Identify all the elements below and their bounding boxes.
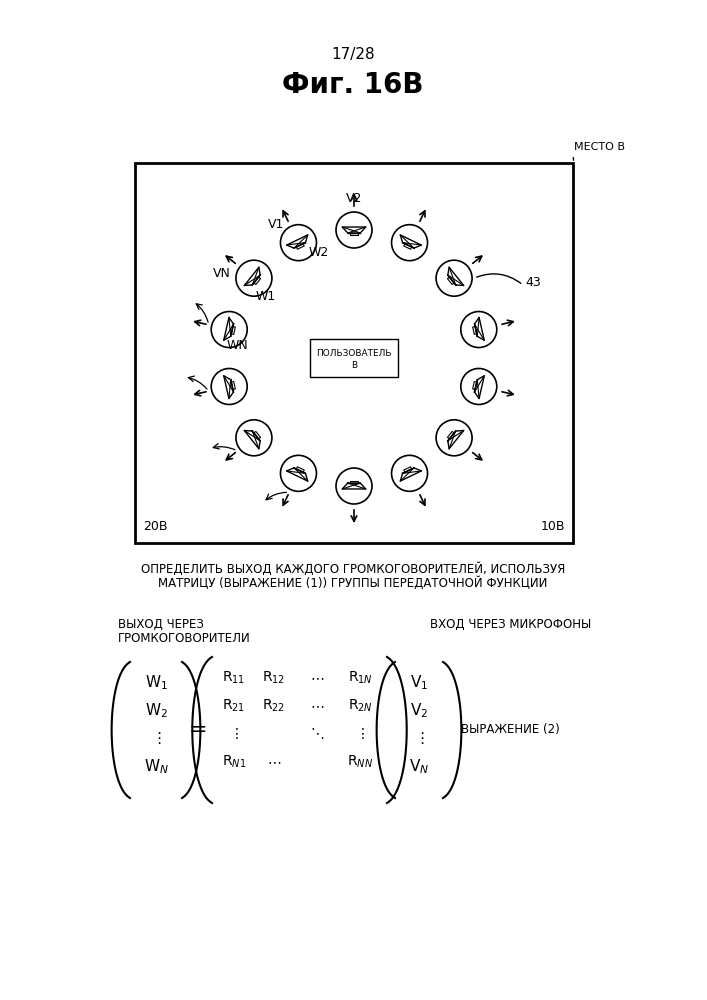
Text: $\cdots$: $\cdots$ (310, 698, 324, 712)
Text: R$_{N1}$: R$_{N1}$ (222, 753, 246, 770)
Text: W$_N$: W$_N$ (144, 757, 168, 776)
Bar (135, 163, 573, 543)
Text: $\ddots$: $\ddots$ (310, 726, 324, 741)
Text: =: = (189, 720, 207, 740)
Text: 10B: 10B (540, 520, 565, 533)
Text: ГРОМКОГОВОРИТЕЛИ: ГРОМКОГОВОРИТЕЛИ (118, 632, 251, 645)
Text: ВЫХОД ЧЕРЕЗ: ВЫХОД ЧЕРЕЗ (118, 618, 204, 631)
Text: W1: W1 (256, 290, 276, 303)
Text: B: B (351, 361, 357, 370)
Text: V$_1$: V$_1$ (410, 673, 428, 692)
Text: ВЫРАЖЕНИЕ (2): ВЫРАЖЕНИЕ (2) (461, 724, 560, 736)
Text: ВХОД ЧЕРЕЗ МИКРОФОНЫ: ВХОД ЧЕРЕЗ МИКРОФОНЫ (430, 618, 591, 631)
Text: WN: WN (226, 339, 248, 352)
Text: R$_{12}$: R$_{12}$ (262, 669, 286, 686)
Text: Фиг. 16B: Фиг. 16B (282, 71, 423, 99)
Text: W$_2$: W$_2$ (144, 701, 168, 720)
Text: $\cdots$: $\cdots$ (267, 754, 281, 768)
Bar (310, 339, 398, 377)
Text: VN: VN (213, 267, 231, 280)
Text: $\vdots$: $\vdots$ (355, 726, 365, 741)
Text: R$_{2N}$: R$_{2N}$ (348, 697, 373, 714)
Text: R$_{21}$: R$_{21}$ (223, 697, 245, 714)
Text: R$_{NN}$: R$_{NN}$ (347, 753, 373, 770)
Text: ПОЛЬЗОВАТЕЛЬ: ПОЛЬЗОВАТЕЛЬ (316, 349, 392, 358)
Text: V$_N$: V$_N$ (409, 757, 429, 776)
Text: $\vdots$: $\vdots$ (229, 726, 239, 741)
Text: 43: 43 (525, 275, 541, 288)
Text: ОПРЕДЕЛИТЬ ВЫХОД КАЖДОГО ГРОМКОГОВОРИТЕЛЕЙ, ИСПОЛЬЗУЯ: ОПРЕДЕЛИТЬ ВЫХОД КАЖДОГО ГРОМКОГОВОРИТЕЛ… (141, 562, 565, 576)
Text: W$_1$: W$_1$ (144, 673, 168, 692)
Text: R$_{22}$: R$_{22}$ (262, 697, 286, 714)
Text: R$_{1N}$: R$_{1N}$ (348, 669, 373, 686)
FancyArrowPatch shape (477, 274, 521, 283)
Text: $\cdots$: $\cdots$ (310, 670, 324, 684)
Text: W2: W2 (308, 246, 329, 259)
Text: МЕСТО В: МЕСТО В (574, 142, 625, 152)
Text: 20B: 20B (143, 520, 168, 533)
Text: V$_2$: V$_2$ (410, 701, 428, 720)
Text: V2: V2 (346, 192, 362, 205)
Text: 17/28: 17/28 (331, 47, 375, 62)
Text: $\vdots$: $\vdots$ (414, 730, 424, 746)
Text: V1: V1 (268, 218, 285, 231)
Text: $\vdots$: $\vdots$ (151, 730, 161, 746)
Text: МАТРИЦУ (ВЫРАЖЕНИЕ (1)) ГРУППЫ ПЕРЕДАТОЧНОЙ ФУНКЦИИ: МАТРИЦУ (ВЫРАЖЕНИЕ (1)) ГРУППЫ ПЕРЕДАТОЧ… (158, 576, 548, 590)
Text: R$_{11}$: R$_{11}$ (223, 669, 245, 686)
